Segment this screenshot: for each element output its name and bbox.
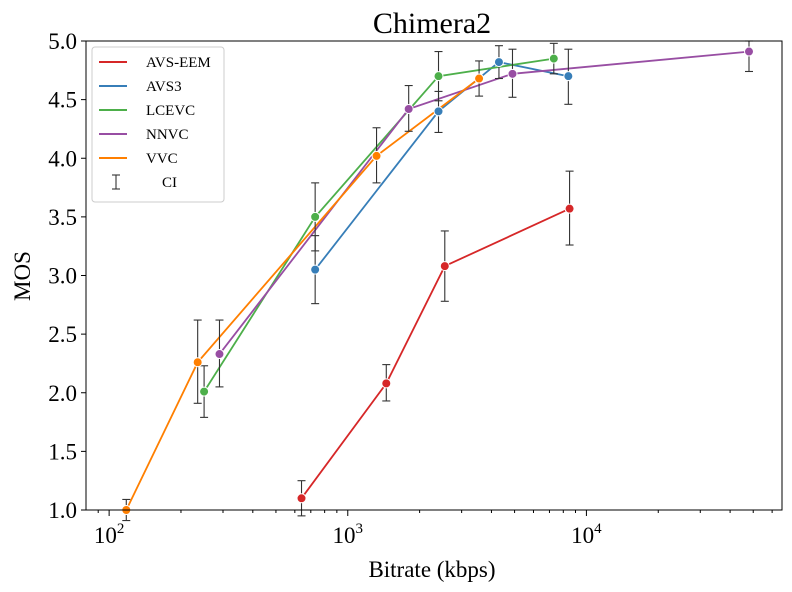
y-tick-label: 4.0 — [48, 146, 77, 171]
y-tick-label: 2.5 — [48, 322, 77, 347]
data-point — [192, 357, 203, 368]
data-point — [507, 68, 518, 79]
y-tick-label: 2.0 — [48, 381, 77, 406]
plot-frame — [85, 40, 783, 511]
legend-label: LCEVC — [146, 103, 195, 119]
data-point — [403, 104, 414, 115]
data-point — [563, 71, 574, 82]
y-axis-ticks: 1.0 1.5 2.0 2.5 3.0 3.5 4.0 4.5 5.0 — [48, 29, 86, 523]
data-point — [310, 264, 321, 275]
data-points — [121, 46, 754, 515]
y-tick-label: 5.0 — [48, 29, 77, 54]
data-point — [548, 53, 559, 64]
x-tick-exponent: 2 — [117, 521, 125, 537]
data-point — [433, 71, 444, 82]
x-tick-label: 103 — [333, 521, 364, 548]
series-line — [125, 77, 480, 510]
data-point — [474, 73, 485, 84]
x-axis-ticks: 102 103 104 — [94, 510, 602, 548]
y-tick-label: 1.0 — [48, 498, 77, 523]
data-point — [493, 57, 504, 68]
y-tick-label: 3.5 — [48, 205, 77, 230]
x-tick-base: 10 — [94, 523, 117, 548]
series-line — [218, 50, 750, 355]
data-point — [310, 211, 321, 222]
series-line — [314, 61, 569, 271]
x-tick-exponent: 4 — [594, 521, 602, 537]
chart-title: Chimera2 — [373, 7, 491, 40]
x-tick-label: 102 — [94, 521, 125, 548]
y-tick-label: 4.5 — [48, 88, 77, 113]
data-point — [433, 106, 444, 117]
data-point — [199, 386, 210, 397]
series-line — [203, 57, 554, 393]
legend-label: AVS3 — [146, 79, 182, 95]
y-tick-label: 3.0 — [48, 264, 77, 289]
x-tick-label: 104 — [571, 521, 602, 548]
legend-label: NNVC — [146, 127, 189, 143]
legend-label: AVS-EEM — [146, 55, 211, 71]
data-point — [371, 150, 382, 161]
legend-label-ci: CI — [162, 175, 177, 191]
data-point — [214, 349, 225, 360]
legend-label: VVC — [146, 151, 178, 167]
data-point — [296, 493, 307, 504]
x-tick-base: 10 — [333, 523, 356, 548]
y-axis-label: MOS — [10, 251, 35, 301]
data-point — [381, 378, 392, 389]
data-point — [743, 46, 754, 57]
data-point — [439, 261, 450, 272]
x-tick-exponent: 3 — [356, 521, 364, 537]
x-axis-label: Bitrate (kbps) — [368, 557, 495, 582]
data-point — [564, 203, 575, 214]
x-axis-minor-ticks — [97, 510, 773, 513]
y-tick-label: 1.5 — [48, 439, 77, 464]
x-tick-base: 10 — [571, 523, 594, 548]
series-line — [300, 207, 570, 499]
legend: AVS-EEM AVS3 LCEVC NNVC VVC CI — [91, 46, 225, 203]
